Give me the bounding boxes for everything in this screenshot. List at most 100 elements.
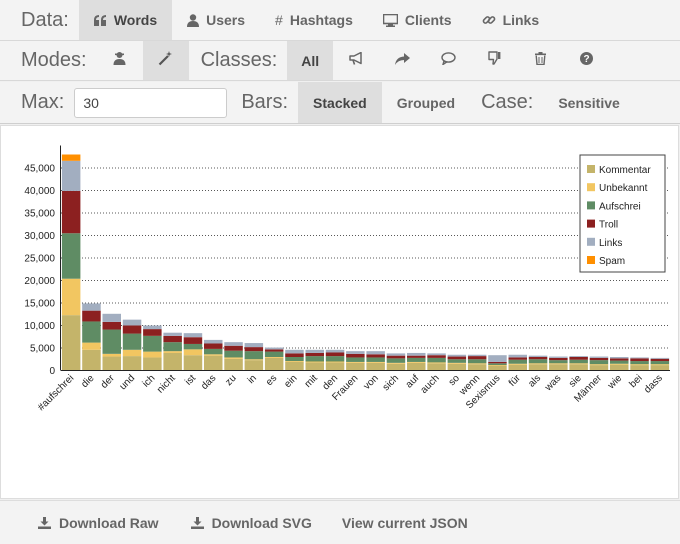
bar-segment-links [305, 349, 324, 353]
max-input[interactable] [74, 87, 228, 118]
bar-segment-kommentar [407, 362, 426, 371]
class-share-button[interactable] [379, 41, 425, 80]
bar-segment-unbekannt [346, 361, 365, 363]
bar-segment-troll [610, 358, 629, 361]
bar-segment-troll [650, 358, 670, 362]
modes-label: Modes: [21, 49, 87, 71]
mode-user-button[interactable] [97, 41, 143, 80]
bar-segment-aufschrei [386, 358, 406, 363]
bar-segment-kommentar [528, 364, 548, 371]
case-sensitive-button[interactable]: Sensitive [543, 82, 634, 123]
bar-segment-troll [61, 190, 81, 234]
bar-segment-kommentar [386, 363, 406, 371]
modes-toolbar: Modes: Classes: All [0, 41, 680, 81]
bar-segment-troll [467, 356, 487, 360]
legend-label: Unbekannt [599, 183, 648, 194]
bar-segment-troll [82, 310, 101, 322]
bar-segment-kommentar [285, 361, 304, 371]
bar-segment-aufschrei [61, 233, 81, 279]
bar-segment-kommentar [589, 365, 609, 371]
bar-segment-kommentar [244, 360, 264, 371]
bar-segment-unbekannt [264, 357, 284, 358]
bar-segment-kommentar [122, 356, 142, 371]
class-trash-button[interactable] [517, 41, 563, 80]
bar-segment-troll [508, 357, 527, 360]
bar-segment-kommentar [467, 364, 487, 371]
options-toolbar: Max: Bars: Stacked Grouped Case: Sensiti… [0, 82, 680, 124]
bar-segment-links [264, 347, 284, 350]
legend-swatch [587, 219, 595, 228]
bar-segment-aufschrei [488, 363, 507, 366]
legend-label: Spam [599, 256, 625, 267]
tab-hashtags-label: Hashtags [289, 12, 353, 28]
bar-segment-unbekannt [447, 362, 467, 364]
download-raw-button[interactable]: Download Raw [0, 501, 159, 544]
bar-segment-unbekannt [610, 363, 629, 365]
bar-segment-unbekannt [285, 361, 304, 362]
bar-segment-aufschrei [143, 335, 162, 352]
view-json-label: View current JSON [341, 514, 468, 531]
bar-segment-aufschrei [82, 321, 101, 343]
bar-segment-troll [528, 357, 548, 360]
bar-segment-aufschrei [183, 343, 203, 350]
bar-segment-spam [61, 154, 81, 161]
tab-users[interactable]: Users [172, 0, 260, 40]
legend-swatch [587, 256, 595, 264]
bar-segment-troll [630, 358, 649, 362]
x-tick-label: was [542, 373, 563, 394]
download-svg-button[interactable]: Download SVG [159, 501, 312, 544]
x-tick-label: für [507, 372, 524, 389]
thumbs-down-icon [487, 51, 501, 70]
x-tick-label: auch [419, 373, 442, 396]
x-tick-label: mit [303, 373, 320, 390]
bar-segment-aufschrei [467, 359, 487, 364]
class-help-button[interactable]: ? [563, 41, 609, 80]
legend-label: Aufschrei [599, 201, 641, 212]
bar-segment-links [650, 357, 670, 359]
bar-segment-aufschrei [549, 360, 568, 364]
bars-stacked-button[interactable]: Stacked [298, 82, 382, 123]
x-tick-label: wie [605, 373, 624, 392]
tab-links[interactable]: Links [467, 0, 555, 40]
bar-segment-unbekannt [427, 362, 446, 364]
bar-segment-kommentar [82, 349, 101, 371]
bar-segment-aufschrei [163, 342, 182, 352]
tab-hashtags[interactable]: # Hashtags [260, 0, 368, 40]
class-dislike-button[interactable] [471, 41, 517, 80]
view-json-button[interactable]: View current JSON [312, 501, 468, 544]
bar-segment-links [569, 356, 588, 357]
bar-segment-kommentar [650, 365, 670, 371]
class-comment-button[interactable] [425, 41, 471, 80]
bar-segment-troll [264, 349, 284, 352]
bar-segment-troll [305, 352, 324, 357]
bar-segment-links [549, 356, 568, 358]
bar-segment-links [467, 354, 487, 357]
x-tick-label: der [99, 372, 117, 390]
bars-grouped-button[interactable]: Grouped [382, 82, 470, 123]
y-tick-label: 40,000 [24, 186, 55, 197]
class-all-button[interactable]: All [287, 41, 334, 80]
bar-segment-unbekannt [163, 351, 182, 353]
bar-segment-troll [386, 355, 406, 359]
bars-grouped-label: Grouped [396, 94, 456, 111]
bar-segment-kommentar [163, 352, 182, 371]
y-tick-label: 30,000 [24, 231, 55, 242]
bar-segment-unbekannt [488, 365, 507, 366]
bar-segment-kommentar [610, 364, 629, 371]
tab-clients[interactable]: Clients [368, 0, 467, 40]
bar-segment-kommentar [549, 364, 568, 371]
bar-segment-unbekannt [325, 361, 345, 363]
x-tick-label: als [526, 373, 543, 390]
bar-segment-unbekannt [589, 364, 609, 366]
bar-segment-troll [346, 353, 365, 358]
tab-words[interactable]: Words [78, 0, 173, 40]
hash-icon: # [275, 12, 283, 28]
legend-label: Troll [599, 220, 618, 231]
bar-segment-unbekannt [569, 363, 588, 365]
bar-segment-aufschrei [407, 357, 426, 362]
bar-segment-aufschrei [264, 351, 284, 357]
x-tick-label: und [118, 373, 138, 393]
mode-magic-button[interactable] [142, 41, 189, 80]
class-aufschrei-button[interactable] [333, 41, 379, 80]
case-sensitive-label: Sensitive [558, 94, 620, 111]
